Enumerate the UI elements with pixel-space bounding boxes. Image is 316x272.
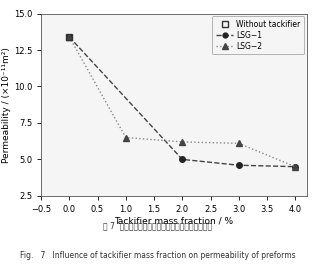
Y-axis label: Permeability / (×10⁻¹¹m²): Permeability / (×10⁻¹¹m²) xyxy=(2,47,11,163)
Text: Fig.   7   Influence of tackifier mass fraction on permeability of preforms: Fig. 7 Influence of tackifier mass fract… xyxy=(20,251,296,260)
Legend: Without tackifier, LSG−1, LSG−2: Without tackifier, LSG−1, LSG−2 xyxy=(212,16,304,54)
Text: 图 7  不同定位胶黏剂含量对预成型体透过率的影响: 图 7 不同定位胶黏剂含量对预成型体透过率的影响 xyxy=(103,221,213,230)
X-axis label: Tackifier mass fraction / %: Tackifier mass fraction / % xyxy=(114,217,233,226)
